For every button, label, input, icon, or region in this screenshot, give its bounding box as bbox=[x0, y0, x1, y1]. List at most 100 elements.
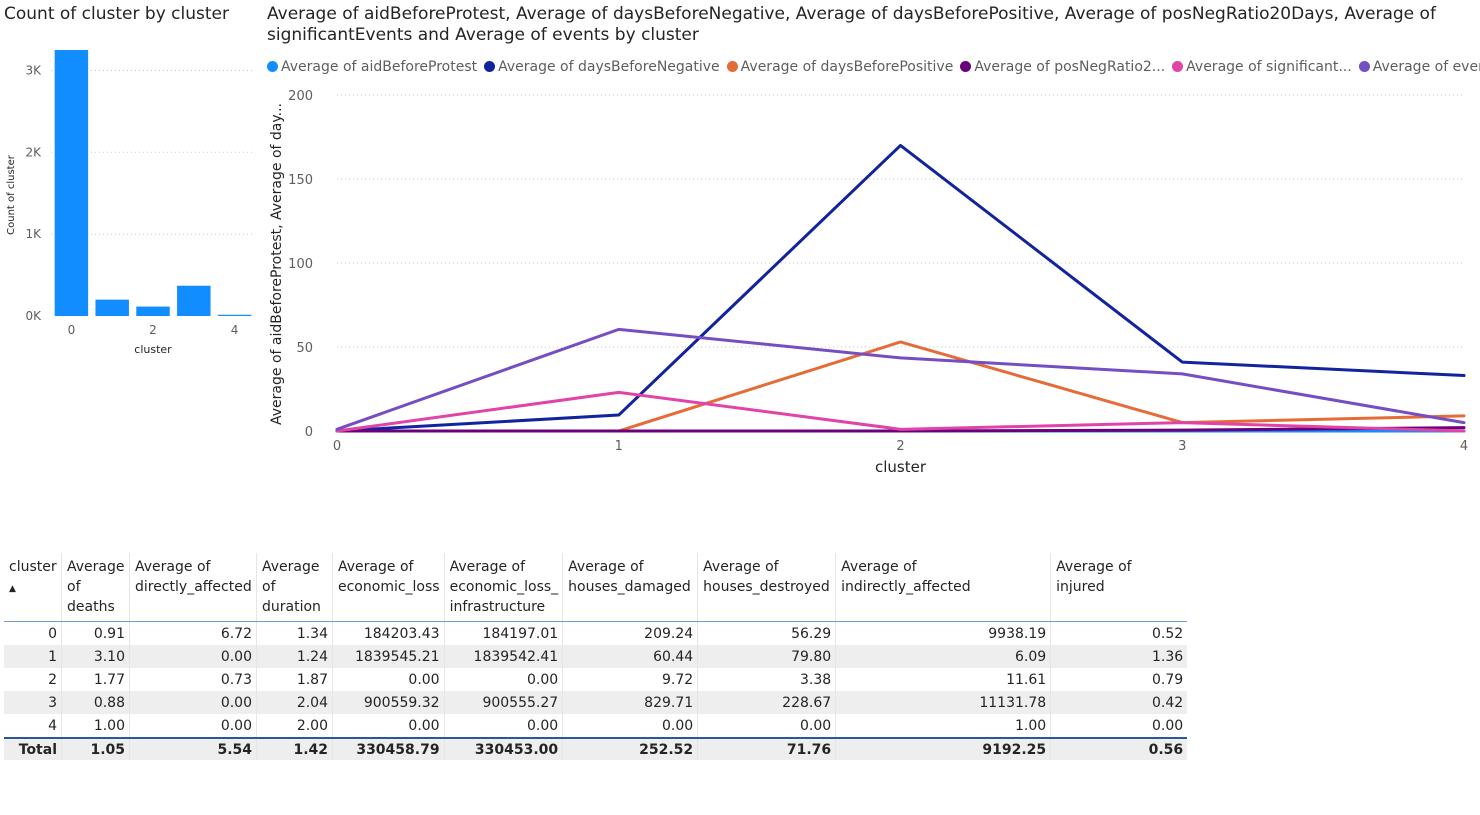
table-cell: 184203.43 bbox=[332, 621, 445, 645]
legend-item[interactable]: Average of events bbox=[1358, 59, 1480, 75]
column-header[interactable]: Average of indirectly_affected bbox=[835, 553, 1052, 622]
table-cell: 0.00 bbox=[332, 668, 445, 691]
table-row[interactable]: 4 1.00 0.00 2.00 0.00 0.00 0.00 0.00 1.00 0.00 bbox=[4, 714, 1187, 738]
total-cell: 252.52 bbox=[562, 737, 699, 760]
legend-label: Average of significant... bbox=[1186, 59, 1352, 75]
table-cell: 0.00 bbox=[332, 714, 445, 738]
legend-label: Average of daysBeforeNegative bbox=[498, 59, 720, 75]
table-cell: 56.29 bbox=[697, 621, 837, 645]
column-header[interactable]: Average of directly_affected bbox=[129, 553, 257, 622]
table-cell: 0.42 bbox=[1050, 691, 1188, 714]
bar-chart-title: Count of cluster by cluster bbox=[4, 4, 229, 24]
line-y-tick-label: 100 bbox=[288, 257, 313, 272]
total-cell: 5.54 bbox=[129, 737, 257, 760]
total-cell: Total bbox=[4, 737, 62, 760]
table-cell: 900559.32 bbox=[332, 691, 445, 714]
table-visual[interactable]: cluster ▲ Average of deaths Average of dire… bbox=[4, 553, 1188, 760]
table-cell: 4 bbox=[4, 714, 62, 738]
table-row[interactable]: 1 3.10 0.00 1.24 1839545.21 1839542.41 60.44 79… bbox=[4, 645, 1188, 668]
table-cell: 6.72 bbox=[129, 621, 257, 645]
table-cell: 6.09 bbox=[835, 645, 1052, 668]
table-cell: 1839545.21 bbox=[332, 645, 445, 668]
line-y-tick-label: 0 bbox=[305, 425, 313, 440]
table-cell: 11.61 bbox=[835, 668, 1052, 691]
column-header[interactable]: Average of injured bbox=[1050, 553, 1188, 622]
column-header[interactable]: Average of houses_damaged bbox=[562, 553, 699, 622]
table-cell: 0.00 bbox=[129, 645, 257, 668]
column-header-label: Average of indirectly_affected bbox=[841, 559, 971, 595]
legend-item[interactable]: Average of daysBeforePositive bbox=[726, 59, 954, 75]
column-header[interactable]: Average of economic_loss_ infrastructure bbox=[444, 553, 564, 622]
line-y-tick-label: 50 bbox=[296, 341, 313, 356]
table-total-row: Total 1.05 5.54 1.42 330458.79 330453.00 252.5… bbox=[4, 737, 1188, 760]
table-cell: 0.00 bbox=[444, 668, 564, 691]
table-cell: 184197.01 bbox=[444, 621, 564, 645]
table-cell: 0.00 bbox=[1151, 717, 1184, 734]
line-series-1 bbox=[335, 143, 1466, 433]
column-header[interactable]: Average of houses_destroyed bbox=[697, 553, 837, 622]
bar-0 bbox=[54, 50, 89, 316]
bar-y-tick-label: 0K bbox=[25, 309, 42, 323]
line-series-4 bbox=[335, 390, 1466, 433]
column-header-label: Average of economic_loss_ infrastructure bbox=[449, 559, 559, 615]
column-header-label: Average of houses_damaged bbox=[568, 559, 691, 595]
table-cell: 60.44 bbox=[562, 645, 699, 668]
legend-item[interactable]: Average of posNegRatio2... bbox=[960, 59, 1165, 75]
column-header[interactable]: Average of deaths bbox=[61, 553, 130, 622]
bar-chart-visual[interactable]: 0K 1K 2K 3K 0 2 4 cluster Count of cluster Count… bbox=[0, 0, 260, 400]
total-cell: 1.05 bbox=[61, 737, 130, 760]
table-cell: 9.72 bbox=[562, 668, 699, 691]
table-cell: 0.00 bbox=[444, 714, 564, 738]
line-series-2 bbox=[335, 340, 1466, 433]
table-cell: 0.00 bbox=[562, 714, 699, 738]
column-header[interactable]: cluster ▲ bbox=[4, 553, 62, 622]
legend-item[interactable]: Average of aidBeforeProtest bbox=[267, 59, 477, 75]
bar-x-axis-title: cluster bbox=[134, 343, 172, 356]
legend-marker-icon bbox=[1358, 61, 1370, 72]
legend-marker-icon bbox=[267, 61, 278, 72]
bar-3 bbox=[177, 285, 211, 316]
table-cell: 829.71 bbox=[562, 691, 699, 714]
table-cell: 1839542.41 bbox=[444, 645, 564, 668]
line-chart-visual[interactable]: 0 50 100 150 200 0 1 2 3 4 cluster Average of aidBe… bbox=[262, 0, 1480, 480]
line-x-tick-label: 4 bbox=[1460, 439, 1468, 454]
table-cell: 2.00 bbox=[256, 714, 333, 738]
column-header[interactable]: Average of economic_loss bbox=[332, 553, 445, 622]
table-cell: 1.36 bbox=[1050, 645, 1188, 668]
table-cell: 900555.27 bbox=[444, 691, 564, 714]
column-header-label: Average of directly_affected bbox=[135, 559, 252, 595]
table-cell: 2 bbox=[4, 668, 62, 691]
table-row[interactable]: 2 1.77 0.73 1.87 0.00 0.00 9.72 3.38 11.61 0.79 bbox=[4, 668, 1187, 691]
table-cell: 0.88 bbox=[61, 691, 130, 714]
line-x-axis-title: cluster bbox=[875, 458, 927, 476]
total-cell: 330458.79 bbox=[332, 737, 445, 760]
table-cell: 228.67 bbox=[697, 691, 837, 714]
column-header[interactable]: Average of duration bbox=[256, 553, 333, 622]
table-row[interactable]: 0 0.91 6.72 1.34 184203.43 184197.01 209.24 56.… bbox=[4, 621, 1187, 645]
table-cell: 11131.78 bbox=[835, 691, 1052, 714]
table-row[interactable]: 3 0.88 0.00 2.04 900559.32 900555.27 829.71 228… bbox=[4, 691, 1188, 714]
line-chart-title: Average of aidBeforeProtest, Average of … bbox=[267, 4, 1436, 45]
total-cell: 9192.25 bbox=[835, 737, 1052, 760]
bar-y-tick-label: 3K bbox=[25, 63, 42, 77]
table-cell: 79.80 bbox=[697, 645, 837, 668]
line-x-tick-label: 0 bbox=[333, 439, 341, 454]
bar-x-tick-label: 4 bbox=[231, 323, 239, 337]
column-header-label: Average of injured bbox=[1056, 559, 1132, 595]
table-cell: 1 bbox=[4, 645, 62, 668]
line-series-3 bbox=[335, 426, 1466, 433]
sort-ascending-icon[interactable]: ▲ bbox=[9, 584, 16, 594]
column-header-label: Average of houses_destroyed bbox=[703, 559, 830, 595]
legend-label: Average of daysBeforePositive bbox=[740, 59, 954, 75]
legend-marker-icon bbox=[960, 61, 972, 72]
table-cell: 0.52 bbox=[1151, 625, 1184, 642]
legend-item[interactable]: Average of significant... bbox=[1172, 59, 1352, 75]
legend-item[interactable]: Average of daysBeforeNegative bbox=[484, 59, 720, 75]
table-body: 0 0.91 6.72 1.34 184203.43 184197.01 209.24 56.… bbox=[4, 621, 1188, 760]
data-table: cluster ▲ Average of deaths Average of dire… bbox=[4, 553, 1188, 760]
total-cell: 1.42 bbox=[256, 737, 333, 760]
bar-y-tick-label: 1K bbox=[25, 227, 42, 241]
table-cell: 3.10 bbox=[61, 645, 130, 668]
table-cell: 0.91 bbox=[61, 621, 130, 645]
table-header-row: cluster ▲ Average of deaths Average of dire… bbox=[4, 553, 1188, 622]
